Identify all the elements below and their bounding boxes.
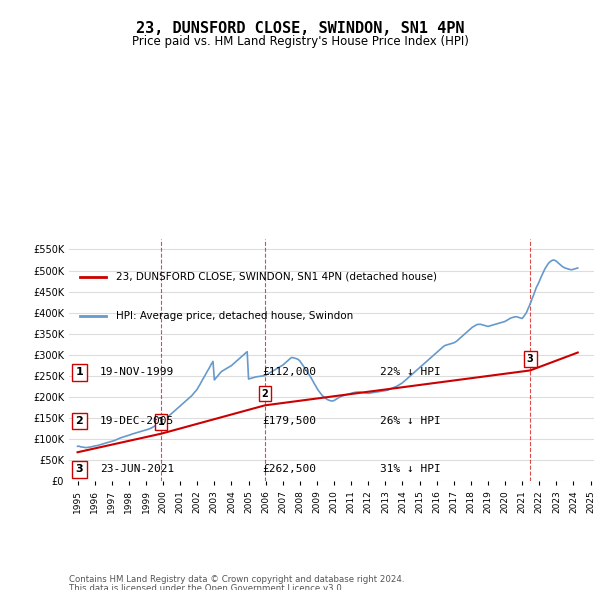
Text: 19-DEC-2005: 19-DEC-2005 (100, 416, 175, 426)
Text: 23-JUN-2021: 23-JUN-2021 (100, 464, 175, 474)
Text: HPI: Average price, detached house, Swindon: HPI: Average price, detached house, Swin… (116, 311, 353, 321)
Text: 2: 2 (262, 389, 268, 399)
Text: Price paid vs. HM Land Registry's House Price Index (HPI): Price paid vs. HM Land Registry's House … (131, 35, 469, 48)
Text: 31% ↓ HPI: 31% ↓ HPI (380, 464, 440, 474)
Text: £179,500: £179,500 (263, 416, 317, 426)
Text: £262,500: £262,500 (263, 464, 317, 474)
Text: 3: 3 (76, 464, 83, 474)
Text: 26% ↓ HPI: 26% ↓ HPI (380, 416, 440, 426)
Text: This data is licensed under the Open Government Licence v3.0.: This data is licensed under the Open Gov… (69, 584, 344, 590)
Text: 19-NOV-1999: 19-NOV-1999 (100, 368, 175, 378)
Text: 3: 3 (527, 353, 533, 363)
Text: 2: 2 (76, 416, 83, 426)
Text: 22% ↓ HPI: 22% ↓ HPI (380, 368, 440, 378)
Text: £112,000: £112,000 (263, 368, 317, 378)
Text: Contains HM Land Registry data © Crown copyright and database right 2024.: Contains HM Land Registry data © Crown c… (69, 575, 404, 584)
Text: 1: 1 (76, 368, 83, 378)
Text: 1: 1 (158, 417, 164, 427)
Text: 23, DUNSFORD CLOSE, SWINDON, SN1 4PN: 23, DUNSFORD CLOSE, SWINDON, SN1 4PN (136, 21, 464, 35)
Text: 23, DUNSFORD CLOSE, SWINDON, SN1 4PN (detached house): 23, DUNSFORD CLOSE, SWINDON, SN1 4PN (de… (116, 271, 437, 281)
